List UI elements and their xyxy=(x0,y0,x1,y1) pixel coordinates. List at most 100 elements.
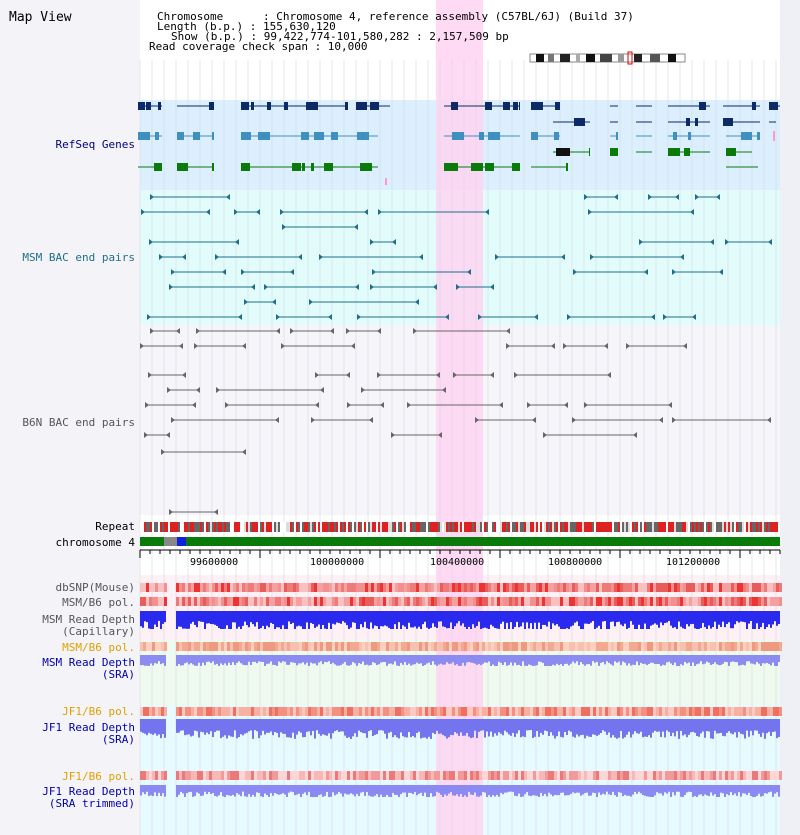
track-label-msm-depth-capillary[interactable]: MSM Read Depth xyxy=(42,613,135,626)
track-label-jf1-depth[interactable]: JF1 Read Depth xyxy=(42,721,135,734)
depth-bar xyxy=(210,655,212,663)
depth-bar xyxy=(218,611,220,629)
depth-bar xyxy=(776,785,778,793)
heat-cell xyxy=(611,707,614,716)
depth-bar xyxy=(662,719,664,732)
heat-cell xyxy=(182,771,185,780)
heat-cell xyxy=(737,597,740,606)
heat-cell xyxy=(599,707,602,716)
heat-cell xyxy=(611,642,614,651)
heat-cell xyxy=(743,771,746,780)
bac-end-marker xyxy=(196,387,200,393)
depth-bar xyxy=(556,655,558,664)
depth-bar xyxy=(256,719,258,732)
depth-bar xyxy=(406,611,408,629)
depth-bar xyxy=(352,611,354,623)
heat-cell xyxy=(569,597,572,606)
track-label-dbsnp[interactable]: dbSNP(Mouse) xyxy=(55,581,135,594)
repeat-element xyxy=(600,522,602,532)
heat-cell xyxy=(473,771,476,780)
heat-cell xyxy=(191,583,194,592)
heat-cell xyxy=(764,597,767,606)
repeat-element xyxy=(238,522,240,532)
depth-bar xyxy=(576,611,578,622)
chromosome-bar xyxy=(140,537,780,546)
track-label-msm-b6-pol-sra[interactable]: MSM/B6 pol. xyxy=(62,641,135,654)
heat-cell xyxy=(722,771,725,780)
repeat-element xyxy=(558,522,560,532)
repeat-element xyxy=(754,522,756,532)
bac-end-marker xyxy=(282,224,286,230)
heat-cell xyxy=(281,583,284,592)
depth-bar xyxy=(692,655,694,663)
heat-cell xyxy=(692,642,695,651)
heat-cell xyxy=(779,771,782,780)
track-label-b6n-bac[interactable]: B6N BAC end pairs xyxy=(22,416,135,429)
track-label-msm-b6-pol[interactable]: MSM/B6 pol. xyxy=(62,596,135,609)
depth-bar xyxy=(764,785,766,794)
depth-bar xyxy=(348,785,350,795)
depth-bar xyxy=(226,611,228,626)
track-label-jf1-b6-pol-2[interactable]: JF1/B6 pol. xyxy=(62,770,135,783)
depth-bar xyxy=(550,785,552,795)
repeat-element xyxy=(438,522,440,532)
heat-cell xyxy=(383,642,386,651)
depth-bar xyxy=(592,611,594,622)
depth-bar xyxy=(432,611,434,624)
depth-bar xyxy=(472,719,474,738)
depth-bar xyxy=(186,655,188,663)
depth-bar xyxy=(436,655,438,666)
depth-bar xyxy=(668,611,670,621)
depth-bar xyxy=(304,785,306,793)
repeat-element xyxy=(628,522,630,532)
heat-cell xyxy=(656,642,659,651)
depth-bar xyxy=(262,655,264,662)
depth-bar xyxy=(470,719,472,739)
depth-bar xyxy=(450,655,452,664)
repeat-element xyxy=(582,522,584,532)
heat-cell xyxy=(152,771,155,780)
ideogram-band xyxy=(650,54,660,62)
depth-bar xyxy=(222,655,224,665)
repeat-element xyxy=(746,522,748,532)
depth-bar xyxy=(612,655,614,666)
depth-bar xyxy=(552,785,554,797)
repeat-element xyxy=(454,522,456,532)
track-label-msm-bac[interactable]: MSM BAC end pairs xyxy=(22,251,135,264)
depth-bar xyxy=(296,611,298,627)
heat-cell xyxy=(587,707,590,716)
track-label-jf1-b6-pol[interactable]: JF1/B6 pol. xyxy=(62,705,135,718)
heat-cell xyxy=(380,642,383,651)
ideogram-band xyxy=(560,54,570,62)
depth-bar xyxy=(480,655,482,666)
gene-exon xyxy=(138,102,145,110)
depth-bar xyxy=(528,719,530,731)
heat-cell xyxy=(626,642,629,651)
repeat-element xyxy=(264,522,266,532)
track-label-msm-depth-sra[interactable]: MSM Read Depth xyxy=(42,656,135,669)
depth-bar xyxy=(546,655,548,666)
heat-cell xyxy=(752,597,755,606)
depth-bar xyxy=(564,719,566,732)
heat-cell xyxy=(182,583,185,592)
depth-bar xyxy=(628,611,630,628)
heat-cell xyxy=(269,707,272,716)
heat-cell xyxy=(179,583,182,592)
heat-cell xyxy=(572,642,575,651)
heat-cell xyxy=(290,597,293,606)
track-label-repeat[interactable]: Repeat xyxy=(95,520,135,533)
depth-bar xyxy=(532,611,534,629)
repeat-element xyxy=(200,522,202,532)
heat-cell xyxy=(536,771,539,780)
heat-cell xyxy=(416,707,419,716)
depth-bar xyxy=(244,719,246,734)
track-label-refseq[interactable]: RefSeq Genes xyxy=(55,138,135,151)
depth-bar xyxy=(346,655,348,666)
heat-cell xyxy=(464,707,467,716)
gene-exon xyxy=(485,102,492,110)
depth-bar xyxy=(544,785,546,794)
depth-bar xyxy=(620,785,622,793)
track-label-jf1-depth-trimmed[interactable]: JF1 Read Depth xyxy=(42,785,135,798)
repeat-element xyxy=(164,522,166,532)
